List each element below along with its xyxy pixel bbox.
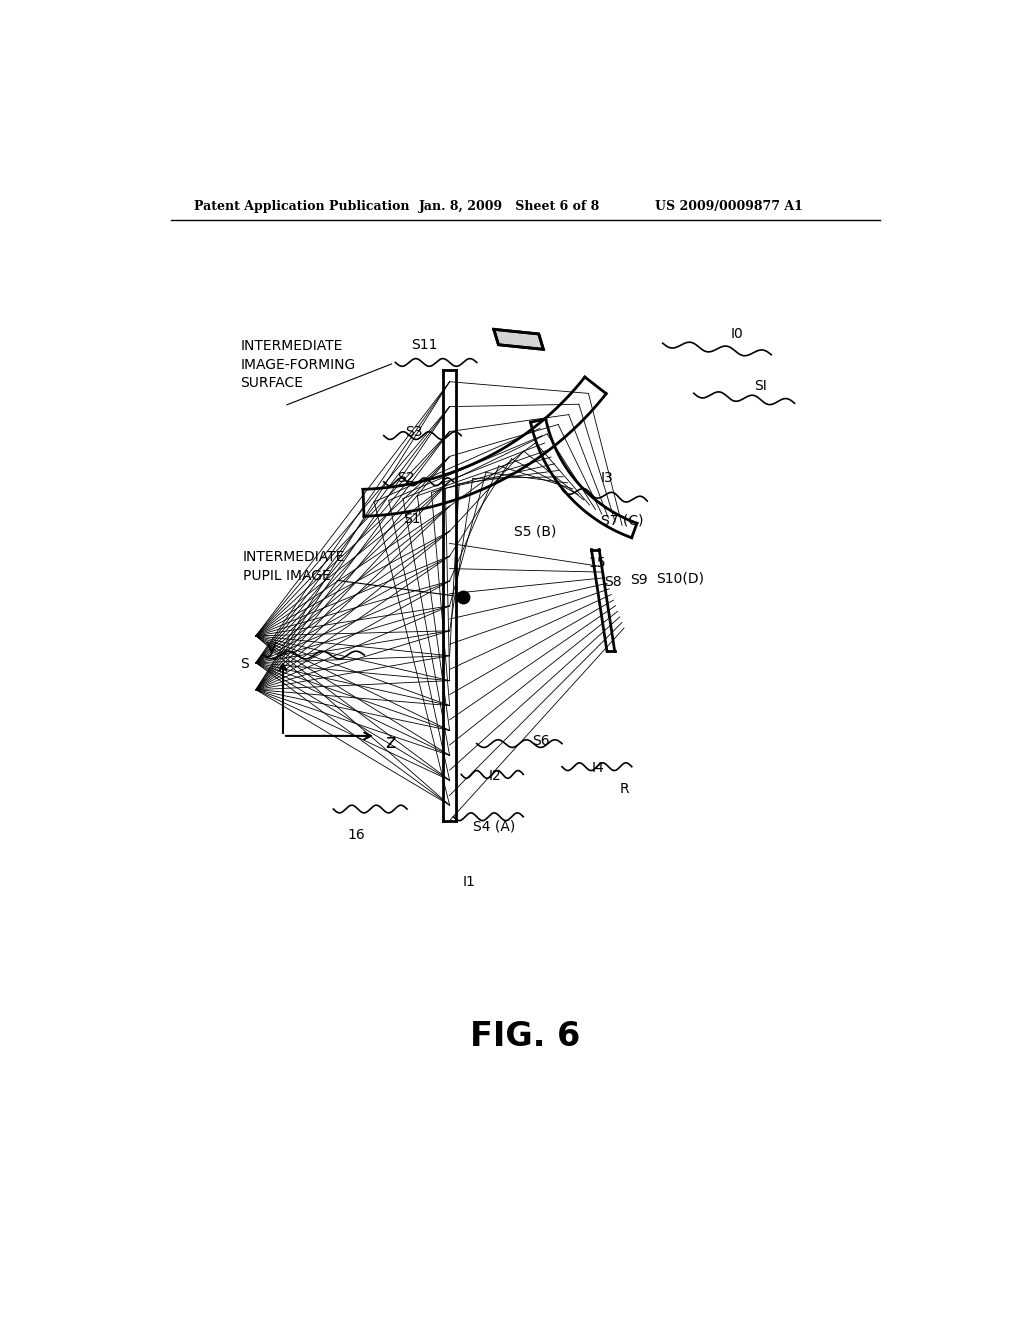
Text: S7 (C): S7 (C) [601,513,643,527]
Text: I1: I1 [463,874,475,888]
Text: S3: S3 [406,425,423,438]
Text: S4 (A): S4 (A) [473,818,515,833]
Text: S2: S2 [397,471,415,484]
Text: z: z [385,733,395,751]
Text: INTERMEDIATE
PUPIL IMAGE: INTERMEDIATE PUPIL IMAGE [243,550,345,582]
Text: S10(D): S10(D) [656,572,705,585]
Text: S: S [241,657,249,672]
Text: I2: I2 [489,770,502,783]
Text: 15: 15 [589,556,606,570]
Text: Patent Application Publication: Patent Application Publication [194,199,410,213]
Text: 16: 16 [348,829,366,842]
Text: S5 (B): S5 (B) [514,525,556,539]
Text: INTERMEDIATE
IMAGE-FORMING
SURFACE: INTERMEDIATE IMAGE-FORMING SURFACE [241,339,355,391]
Text: S11: S11 [411,338,437,351]
Text: S9: S9 [630,573,648,587]
Text: Jan. 8, 2009   Sheet 6 of 8: Jan. 8, 2009 Sheet 6 of 8 [419,199,600,213]
Text: S8: S8 [604,576,622,589]
Text: S6: S6 [532,734,550,748]
Polygon shape [494,330,544,350]
Text: S1: S1 [403,512,421,525]
Text: US 2009/0009877 A1: US 2009/0009877 A1 [655,199,803,213]
Text: FIG. 6: FIG. 6 [470,1019,580,1053]
Text: SI: SI [755,379,767,392]
Text: R: R [620,781,629,796]
Text: I4: I4 [592,762,605,775]
Text: I3: I3 [601,471,613,484]
Text: I0: I0 [731,327,743,341]
Text: y: y [265,638,278,657]
